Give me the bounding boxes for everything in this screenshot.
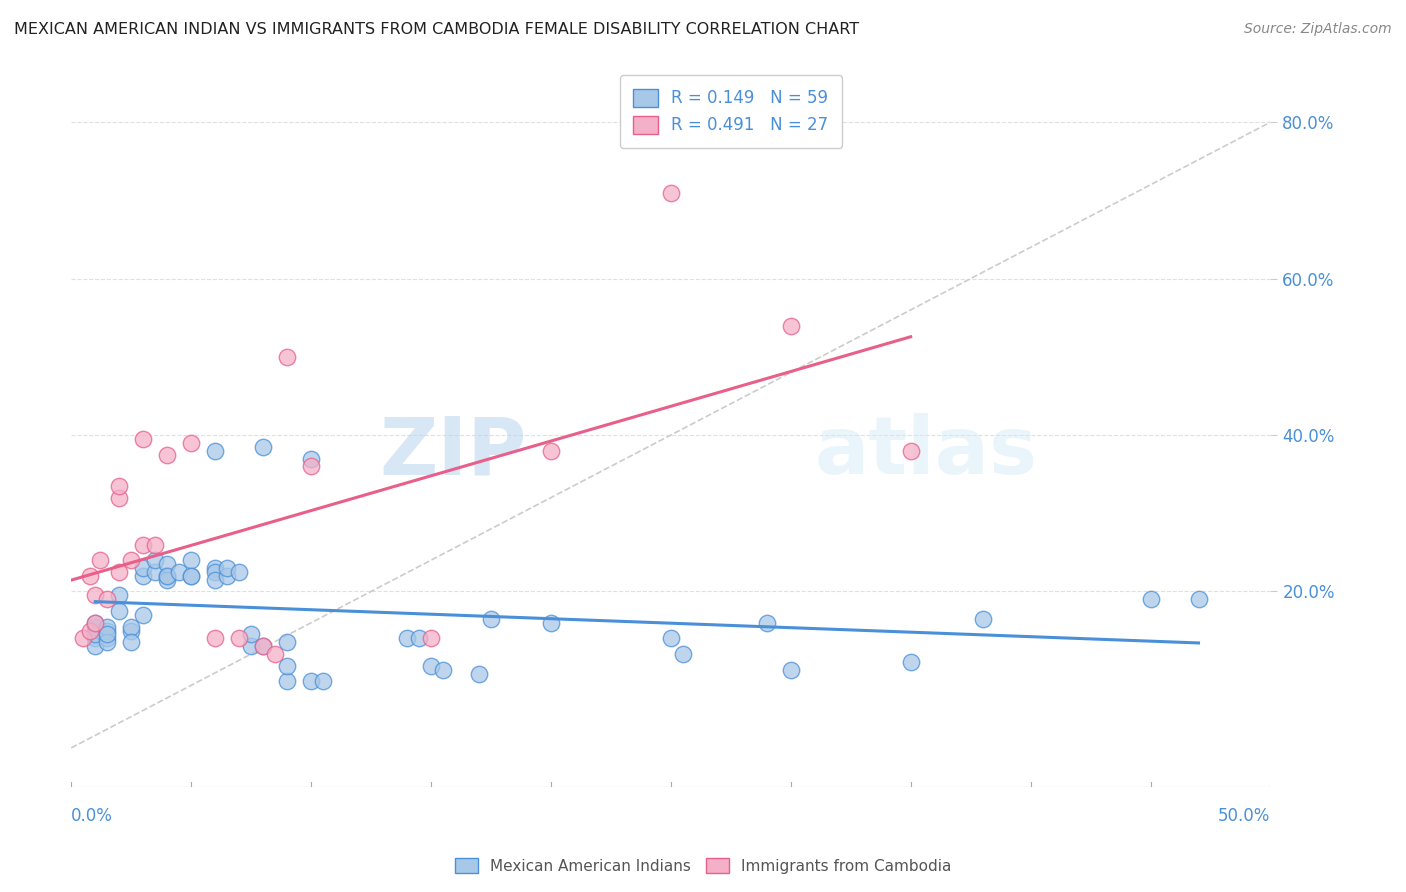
Point: [299, 451, 322, 466]
Point: [204, 561, 226, 575]
Point: [96, 624, 118, 638]
Point: [96, 632, 118, 646]
Point: [264, 647, 287, 661]
Point: [180, 435, 202, 450]
Point: [108, 565, 131, 579]
Point: [755, 615, 778, 630]
Point: [479, 612, 502, 626]
Point: [156, 557, 179, 571]
Legend: R = 0.149   N = 59, R = 0.491   N = 27: R = 0.149 N = 59, R = 0.491 N = 27: [620, 75, 842, 147]
Point: [420, 632, 443, 646]
Point: [395, 632, 418, 646]
Point: [132, 432, 155, 446]
Point: [156, 569, 179, 583]
Point: [96, 592, 118, 607]
Point: [120, 553, 142, 567]
Point: [540, 443, 562, 458]
Point: [156, 448, 179, 462]
Point: [72, 632, 94, 646]
Point: [252, 639, 274, 653]
Point: [180, 569, 202, 583]
Point: [276, 635, 298, 649]
Point: [217, 569, 239, 583]
Point: [779, 318, 801, 333]
Point: [143, 565, 166, 579]
Point: [779, 663, 801, 677]
Point: [167, 565, 190, 579]
Point: [276, 674, 298, 689]
Point: [228, 632, 250, 646]
Point: [659, 186, 682, 200]
Point: [900, 655, 922, 669]
Text: 0.0%: 0.0%: [72, 806, 112, 824]
Point: [900, 443, 922, 458]
Point: [540, 615, 562, 630]
Point: [156, 573, 179, 587]
Text: Source: ZipAtlas.com: Source: ZipAtlas.com: [1244, 22, 1392, 37]
Point: [240, 627, 263, 641]
Point: [204, 632, 226, 646]
Point: [408, 632, 430, 646]
Point: [180, 553, 202, 567]
Point: [217, 561, 239, 575]
Point: [96, 627, 118, 641]
Point: [120, 620, 142, 634]
Point: [84, 639, 107, 653]
Point: [96, 620, 118, 634]
Point: [1139, 592, 1161, 607]
Point: [312, 674, 335, 689]
Point: [84, 615, 107, 630]
Point: [108, 588, 131, 602]
Point: [299, 459, 322, 474]
Point: [96, 635, 118, 649]
Point: [84, 632, 107, 646]
Point: [252, 440, 274, 454]
Point: [108, 604, 131, 618]
Text: ZIP: ZIP: [380, 413, 527, 491]
Point: [79, 569, 101, 583]
Point: [120, 635, 142, 649]
Point: [132, 607, 155, 622]
Point: [143, 537, 166, 551]
Legend: Mexican American Indians, Immigrants from Cambodia: Mexican American Indians, Immigrants fro…: [449, 852, 957, 880]
Point: [659, 632, 682, 646]
Point: [276, 658, 298, 673]
Point: [276, 350, 298, 364]
Point: [156, 569, 179, 583]
Point: [89, 553, 111, 567]
Point: [672, 647, 695, 661]
Text: MEXICAN AMERICAN INDIAN VS IMMIGRANTS FROM CAMBODIA FEMALE DISABILITY CORRELATIO: MEXICAN AMERICAN INDIAN VS IMMIGRANTS FR…: [14, 22, 859, 37]
Point: [120, 624, 142, 638]
Point: [84, 627, 107, 641]
Point: [143, 553, 166, 567]
Text: 50.0%: 50.0%: [1218, 806, 1271, 824]
Point: [108, 491, 131, 505]
Point: [132, 537, 155, 551]
Point: [84, 588, 107, 602]
Point: [252, 639, 274, 653]
Point: [84, 620, 107, 634]
Point: [228, 565, 250, 579]
Point: [108, 479, 131, 493]
Point: [468, 666, 491, 681]
Point: [420, 658, 443, 673]
Point: [79, 624, 101, 638]
Point: [204, 565, 226, 579]
Point: [299, 674, 322, 689]
Point: [132, 569, 155, 583]
Point: [1187, 592, 1209, 607]
Point: [972, 612, 994, 626]
Point: [432, 663, 454, 677]
Point: [204, 443, 226, 458]
Point: [180, 569, 202, 583]
Point: [132, 561, 155, 575]
Point: [84, 615, 107, 630]
Point: [204, 573, 226, 587]
Text: atlas: atlas: [814, 413, 1038, 491]
Point: [240, 639, 263, 653]
